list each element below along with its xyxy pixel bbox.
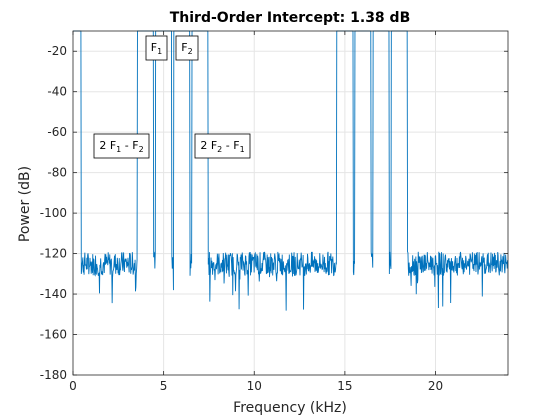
annotation-box: 2 F2 - F1 [194, 133, 251, 159]
y-tick-label: -20 [47, 44, 67, 58]
x-tick-label: 5 [160, 379, 168, 393]
x-tick-label: 0 [69, 379, 77, 393]
annotation-label: 2 F1 - F2 [99, 139, 143, 154]
annotation-box: F2 [175, 35, 199, 61]
plot-frame [72, 30, 509, 376]
y-tick-label: -120 [40, 247, 67, 261]
y-tick-label: -80 [47, 166, 67, 180]
y-tick-label: -180 [40, 368, 67, 382]
grid [73, 31, 508, 375]
annotation-label: F1 [151, 41, 162, 56]
y-tick-label: -160 [40, 328, 67, 342]
y-tick-label: -140 [40, 287, 67, 301]
y-tick-label: -100 [40, 206, 67, 220]
chart-title: Third-Order Intercept: 1.38 dB [170, 10, 411, 26]
annotation-box: F1 [145, 35, 168, 61]
x-axis-label: Frequency (kHz) [233, 400, 347, 416]
annotation-label: 2 F2 - F1 [200, 139, 244, 154]
annotation-box: 2 F1 - F2 [93, 133, 150, 159]
x-tick-label: 10 [247, 379, 262, 393]
y-tick-label: -60 [47, 125, 67, 139]
y-axis-label: Power (dB) [17, 166, 33, 242]
annotation-label: F2 [181, 41, 192, 56]
y-tick-label: -40 [47, 85, 67, 99]
annotations: F1 F2 2 F1 - F2 2 F2 - F1 [93, 35, 251, 159]
axes: 0 5 10 15 20 -180 -160 -140 -120 -100 -80 -60 -40 -20 [40, 30, 509, 393]
x-tick-label: 20 [428, 379, 443, 393]
x-tick-label: 15 [337, 379, 352, 393]
